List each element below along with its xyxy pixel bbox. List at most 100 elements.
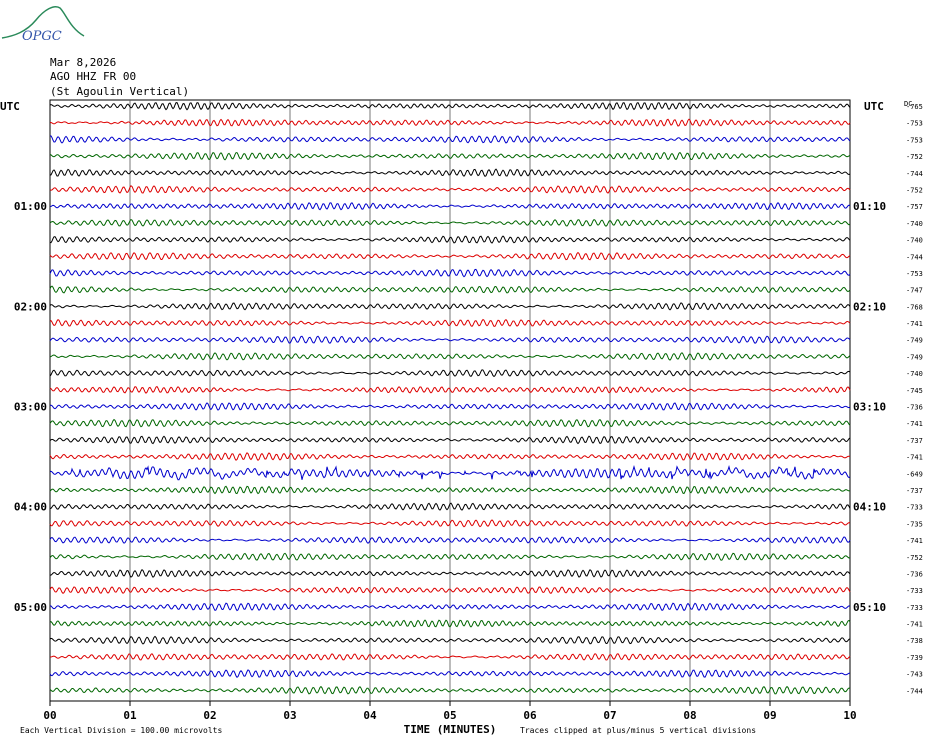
dc-offset-label: -747: [906, 287, 923, 295]
dc-offset-label: -736: [906, 404, 923, 412]
dc-offset-label: -737: [906, 487, 923, 495]
dc-offset-label: -752: [906, 153, 923, 161]
station-name: (St Agoulin Vertical): [50, 85, 190, 98]
left-hour-label: 03:00: [14, 401, 47, 414]
left-hour-label: 02:00: [14, 300, 47, 313]
logo-text: OPGC: [22, 29, 62, 44]
seismic-trace: [49, 402, 851, 411]
dc-offset-label: -744: [906, 170, 923, 178]
seismic-trace: [49, 185, 851, 194]
seismic-trace: [49, 536, 851, 544]
right-hour-label: 01:10: [853, 200, 886, 213]
x-tick-label: 08: [683, 709, 696, 722]
seismic-trace: [49, 352, 851, 361]
seismic-trace: [49, 452, 851, 462]
seismic-trace: [49, 218, 851, 227]
dc-offset-label: -745: [906, 387, 923, 395]
seismic-trace: [49, 168, 851, 178]
seismic-trace: [49, 635, 851, 645]
x-tick-label: 09: [763, 709, 776, 722]
seismic-trace: [49, 685, 851, 695]
dc-offset-label: -753: [906, 136, 923, 144]
seismic-trace: [49, 201, 851, 211]
dc-offset-label: -741: [906, 454, 923, 462]
seismic-trace: [49, 586, 851, 594]
seismic-trace: [49, 369, 851, 378]
right-hour-label: 04:10: [853, 501, 886, 514]
dc-offset-label: -733: [906, 604, 923, 612]
dc-offset-label: -749: [906, 353, 923, 361]
dc-offset-label: -752: [906, 186, 923, 194]
seismic-trace: [49, 385, 851, 394]
x-tick-label: 03: [283, 709, 296, 722]
right-axis-title: UTC: [864, 100, 884, 113]
dc-offset-label: -740: [906, 220, 923, 228]
seismic-trace: [49, 302, 851, 311]
left-hour-label: 04:00: [14, 501, 47, 514]
dc-offset-label: -735: [906, 520, 923, 528]
dc-offset-label: -741: [906, 320, 923, 328]
seismic-trace: [49, 135, 851, 144]
seismic-trace: [49, 435, 851, 445]
x-axis-title: TIME (MINUTES): [404, 723, 497, 736]
dc-header: DC: [904, 100, 912, 108]
dc-offset-label: -733: [906, 504, 923, 512]
dc-offset-label: -752: [906, 554, 923, 562]
seismic-trace: [49, 151, 851, 161]
dc-offset-label: -768: [906, 303, 923, 311]
dc-offset-label: -733: [906, 587, 923, 595]
seismic-trace: [49, 251, 851, 261]
dc-offset-label: -740: [906, 370, 923, 378]
seismic-trace: [49, 418, 851, 428]
dc-offset-label: -741: [906, 420, 923, 428]
dc-offset-label: -738: [906, 637, 923, 645]
seismic-trace: [49, 653, 851, 661]
seismic-trace: [49, 335, 851, 344]
seismic-trace: [49, 569, 851, 578]
seismic-trace: [49, 519, 851, 528]
logo-swoosh: [1, 6, 85, 39]
dc-offset-label: -741: [906, 621, 923, 629]
dc-offset-label: -765: [906, 103, 923, 111]
x-tick-label: 05: [443, 709, 456, 722]
dc-offset-label: -649: [906, 470, 923, 478]
dc-offset-label: -741: [906, 537, 923, 545]
x-tick-label: 02: [203, 709, 216, 722]
left-hour-label: 05:00: [14, 601, 47, 614]
right-hour-label: 05:10: [853, 601, 886, 614]
dc-offset-label: -739: [906, 654, 923, 662]
dc-offset-label: -736: [906, 570, 923, 578]
left-axis-title: UTC: [0, 100, 20, 113]
dc-offset-label: -743: [906, 671, 923, 679]
seismic-trace: [49, 465, 851, 481]
channel-code: AGO HHZ FR 00: [50, 70, 137, 83]
x-tick-label: 01: [123, 709, 137, 722]
footer-right-note: Traces clipped at plus/minus 5 vertical …: [520, 726, 757, 735]
dc-offset-label: -744: [906, 253, 923, 261]
seismic-trace: [49, 268, 851, 278]
record-date: Mar 8,2026: [50, 56, 117, 69]
x-tick-label: 04: [363, 709, 377, 722]
dc-offset-label: -753: [906, 270, 923, 278]
seismic-trace: [49, 552, 851, 561]
x-tick-label: 10: [843, 709, 856, 722]
seismic-trace: [49, 502, 851, 511]
seismic-trace: [49, 285, 851, 294]
x-tick-label: 07: [603, 709, 616, 722]
right-hour-label: 03:10: [853, 401, 886, 414]
dc-offset-label: -749: [906, 337, 923, 345]
dc-offset-label: -753: [906, 120, 923, 128]
seismic-trace: [49, 318, 851, 328]
x-tick-label: 06: [523, 709, 537, 722]
seismic-trace: [49, 118, 851, 127]
seismic-trace: [49, 669, 851, 678]
seismic-trace: [49, 619, 851, 628]
dc-offset-label: -744: [906, 687, 923, 695]
seismic-trace: [49, 235, 851, 244]
seismic-trace: [49, 101, 851, 111]
dc-offset-label: -740: [906, 237, 923, 245]
x-tick-label: 00: [43, 709, 56, 722]
right-hour-label: 02:10: [853, 300, 886, 313]
footer-left-note: Each Vertical Division = 100.00 microvol…: [20, 726, 223, 735]
